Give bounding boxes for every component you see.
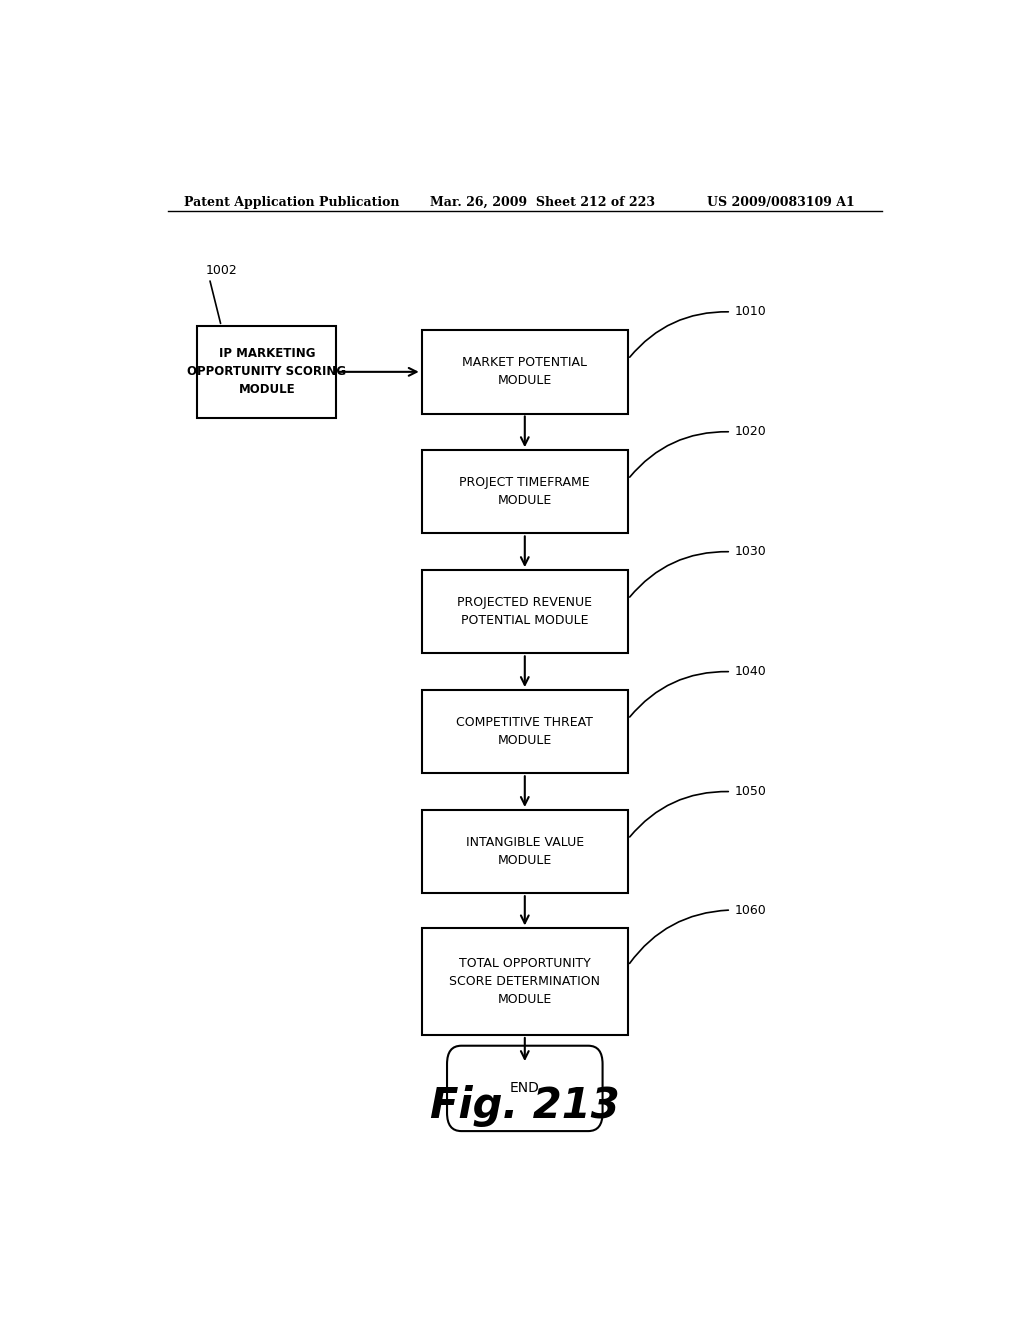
Text: 1040: 1040: [735, 665, 767, 678]
Text: 1020: 1020: [735, 425, 767, 438]
Text: 1030: 1030: [735, 545, 767, 558]
Text: COMPETITIVE THREAT
MODULE: COMPETITIVE THREAT MODULE: [457, 717, 593, 747]
Text: 1060: 1060: [735, 903, 767, 916]
Text: MARKET POTENTIAL
MODULE: MARKET POTENTIAL MODULE: [462, 356, 588, 387]
FancyBboxPatch shape: [422, 450, 628, 533]
FancyBboxPatch shape: [422, 810, 628, 894]
Text: Patent Application Publication: Patent Application Publication: [183, 195, 399, 209]
Text: 1002: 1002: [206, 264, 238, 277]
Text: 1050: 1050: [735, 785, 767, 799]
Text: INTANGIBLE VALUE
MODULE: INTANGIBLE VALUE MODULE: [466, 836, 584, 867]
Text: PROJECTED REVENUE
POTENTIAL MODULE: PROJECTED REVENUE POTENTIAL MODULE: [458, 597, 592, 627]
FancyBboxPatch shape: [422, 928, 628, 1035]
FancyBboxPatch shape: [422, 570, 628, 653]
FancyBboxPatch shape: [422, 690, 628, 774]
Text: 1010: 1010: [735, 305, 767, 318]
Text: IP MARKETING
OPPORTUNITY SCORING
MODULE: IP MARKETING OPPORTUNITY SCORING MODULE: [187, 347, 346, 396]
Text: END: END: [510, 1081, 540, 1096]
Text: Mar. 26, 2009  Sheet 212 of 223: Mar. 26, 2009 Sheet 212 of 223: [430, 195, 654, 209]
Text: TOTAL OPPORTUNITY
SCORE DETERMINATION
MODULE: TOTAL OPPORTUNITY SCORE DETERMINATION MO…: [450, 957, 600, 1006]
FancyBboxPatch shape: [422, 330, 628, 413]
Text: Fig. 213: Fig. 213: [430, 1085, 620, 1127]
FancyBboxPatch shape: [447, 1045, 602, 1131]
FancyBboxPatch shape: [198, 326, 336, 417]
Text: PROJECT TIMEFRAME
MODULE: PROJECT TIMEFRAME MODULE: [460, 477, 590, 507]
Text: US 2009/0083109 A1: US 2009/0083109 A1: [708, 195, 855, 209]
